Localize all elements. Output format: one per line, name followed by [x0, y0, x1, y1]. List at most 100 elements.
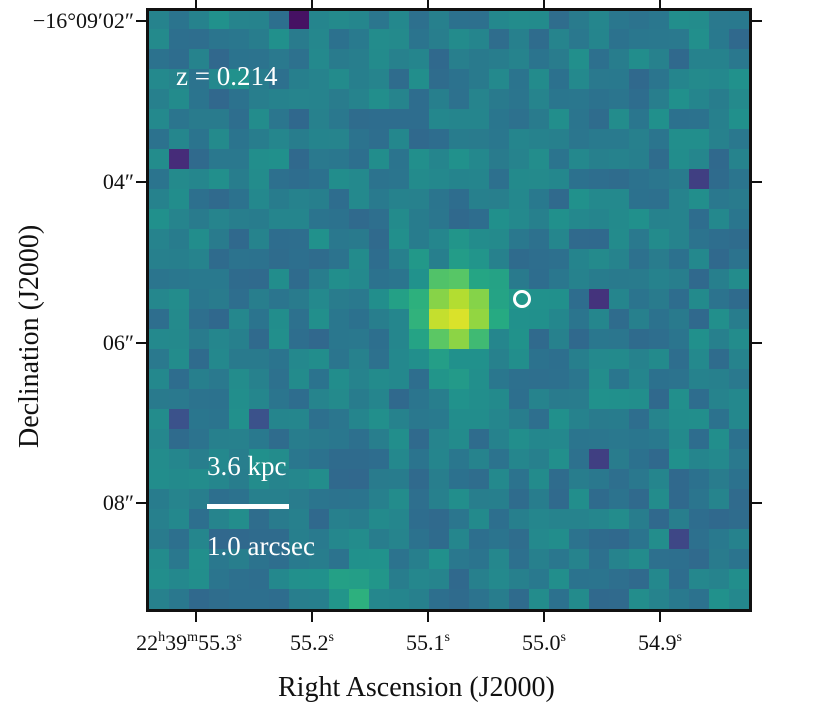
image-pixel: [569, 269, 590, 290]
image-pixel: [569, 589, 590, 609]
image-pixel: [509, 589, 530, 609]
image-pixel: [509, 409, 530, 430]
image-pixel: [209, 169, 230, 190]
image-pixel: [449, 289, 470, 310]
image-pixel: [569, 89, 590, 110]
image-pixel: [629, 209, 650, 230]
image-pixel: [589, 549, 610, 570]
image-pixel: [349, 149, 370, 170]
image-pixel: [229, 429, 250, 450]
image-pixel: [449, 369, 470, 390]
image-pixel: [249, 569, 270, 590]
image-pixel: [589, 429, 610, 450]
image-pixel: [189, 129, 210, 150]
image-pixel: [469, 289, 490, 310]
image-pixel: [609, 289, 630, 310]
image-pixel: [569, 209, 590, 230]
image-pixel: [709, 109, 730, 130]
image-pixel: [529, 11, 550, 30]
image-pixel: [389, 169, 410, 190]
image-pixel: [149, 509, 170, 530]
y-tick-left-0: [136, 20, 146, 22]
image-pixel: [269, 429, 290, 450]
ra-minutes: 39: [165, 630, 188, 655]
image-pixel: [449, 189, 470, 210]
image-pixel: [209, 109, 230, 130]
image-pixel: [229, 509, 250, 530]
image-pixel: [609, 149, 630, 170]
x-tick-bottom-2: [427, 612, 429, 622]
image-pixel: [189, 389, 210, 410]
image-pixel: [649, 149, 670, 170]
image-pixel: [649, 169, 670, 190]
scale-bar: [207, 504, 289, 509]
image-pixel: [729, 549, 749, 570]
image-pixel: [309, 369, 330, 390]
ra-seconds-unit-4: s: [676, 630, 682, 645]
image-pixel: [209, 269, 230, 290]
image-pixel: [209, 149, 230, 170]
image-pixel: [189, 409, 210, 430]
image-pixel: [689, 449, 710, 470]
image-pixel: [709, 29, 730, 50]
y-tick-label-3: 08″: [102, 490, 134, 515]
image-pixel: [669, 269, 690, 290]
image-pixel: [249, 389, 270, 410]
image-pixel: [289, 529, 310, 550]
image-pixel: [469, 329, 490, 350]
image-pixel: [469, 389, 490, 410]
image-pixel: [349, 169, 370, 190]
image-pixel: [529, 269, 550, 290]
x-axis-title: Right Ascension (J2000): [278, 672, 555, 703]
image-pixel: [369, 109, 390, 130]
image-pixel: [389, 109, 410, 130]
image-pixel: [509, 169, 530, 190]
image-pixel: [529, 509, 550, 530]
image-pixel: [329, 49, 350, 70]
image-pixel: [429, 69, 450, 90]
image-pixel: [369, 369, 390, 390]
image-pixel: [149, 149, 170, 170]
image-pixel: [689, 189, 710, 210]
image-pixel: [349, 529, 370, 550]
image-pixel: [729, 69, 749, 90]
image-pixel: [229, 11, 250, 30]
image-pixel: [529, 289, 550, 310]
image-pixel: [169, 149, 190, 170]
image-pixel: [349, 309, 370, 330]
image-pixel: [529, 529, 550, 550]
image-pixel: [689, 29, 710, 50]
image-pixel: [529, 249, 550, 270]
image-pixel: [329, 389, 350, 410]
image-pixel: [489, 409, 510, 430]
image-pixel: [229, 109, 250, 130]
image-pixel: [389, 529, 410, 550]
image-pixel: [669, 589, 690, 609]
image-pixel: [549, 409, 570, 430]
image-pixel: [389, 549, 410, 570]
image-pixel: [409, 11, 430, 30]
image-pixel: [529, 549, 550, 570]
image-pixel: [469, 369, 490, 390]
image-pixel: [669, 469, 690, 490]
image-pixel: [589, 229, 610, 250]
image-pixel: [609, 11, 630, 30]
image-pixel: [529, 569, 550, 590]
image-pixel: [489, 329, 510, 350]
image-pixel: [489, 169, 510, 190]
image-pixel: [549, 49, 570, 70]
image-pixel: [369, 129, 390, 150]
image-pixel: [729, 269, 749, 290]
image-pixel: [549, 589, 570, 609]
image-pixel: [269, 469, 290, 490]
image-pixel: [169, 109, 190, 130]
image-pixel: [249, 529, 270, 550]
image-pixel: [469, 89, 490, 110]
image-pixel: [389, 369, 410, 390]
image-pixel: [149, 309, 170, 330]
image-pixel: [209, 11, 230, 30]
x-tick-top-2: [427, 0, 429, 8]
y-tick-label-1: 04″: [102, 169, 134, 194]
image-pixel: [409, 529, 430, 550]
image-pixel: [149, 369, 170, 390]
